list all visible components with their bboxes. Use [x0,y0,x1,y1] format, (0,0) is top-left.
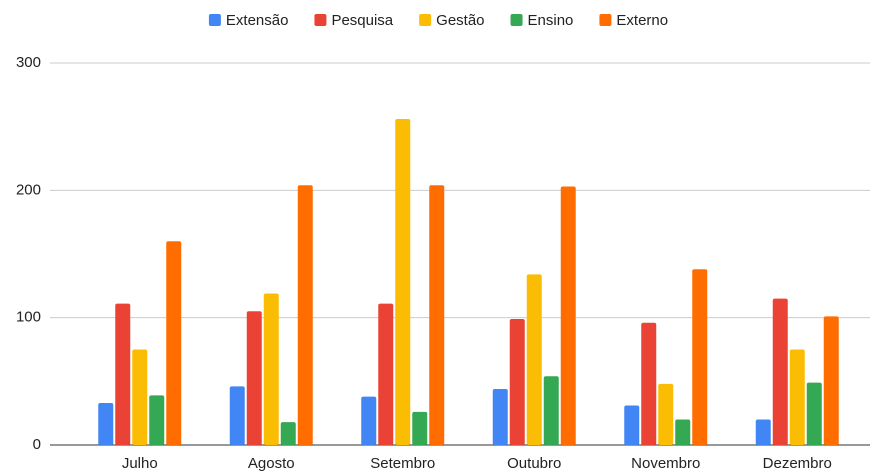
bar [560,186,576,445]
bar [806,382,822,445]
x-tick-label: Outubro [507,455,561,472]
bar [246,311,262,445]
bar [378,303,394,445]
bar [823,316,839,445]
x-tick-label: Julho [122,455,158,472]
x-tick-label: Agosto [248,455,295,472]
bar [692,269,708,445]
y-tick-label: 200 [16,181,41,198]
x-tick-label: Novembro [631,455,700,472]
legend-swatch [314,14,327,26]
bar [492,388,508,445]
bar [789,349,805,445]
bar [543,376,559,445]
y-tick-label: 100 [16,309,41,326]
legend-swatch [599,14,612,26]
bar [229,386,245,445]
bar [98,402,114,445]
bar [526,274,542,445]
bar [297,185,313,446]
legend-swatch [208,14,221,26]
bar [772,298,788,445]
bar [149,395,165,445]
bar [658,383,674,445]
bar [166,241,182,445]
bar [675,419,691,445]
legend-swatch [510,14,523,26]
legend-label: Externo [616,12,668,29]
bar [361,396,377,445]
x-tick-label: Setembro [370,455,435,472]
y-tick-label: 300 [16,54,41,71]
legend-label: Gestão [436,12,484,29]
bar [429,185,445,446]
bar [624,405,640,445]
bar [280,422,296,445]
legend-swatch [419,14,432,26]
bar [509,318,525,445]
bar [395,119,411,445]
legend-label: Ensino [528,12,574,29]
bar [755,419,771,445]
x-tick-label: Dezembro [763,455,832,472]
y-tick-label: 0 [33,436,41,453]
bar [132,349,148,445]
bar [263,293,279,445]
bar [412,411,428,445]
bar [115,303,131,445]
bar [641,322,657,445]
legend-label: Extensão [226,12,289,29]
legend-label: Pesquisa [331,12,393,29]
